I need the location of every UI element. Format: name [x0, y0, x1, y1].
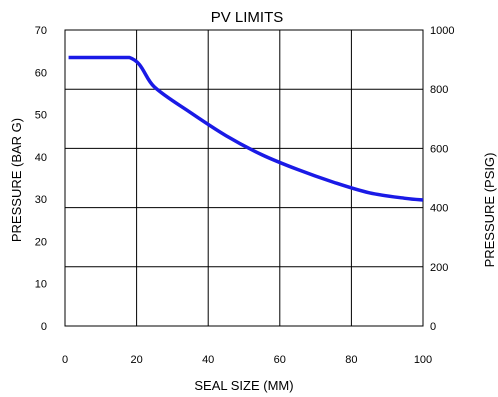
series-line	[68, 55, 424, 202]
y-tick-label: 30	[35, 194, 47, 206]
y-tick-label: 10	[35, 279, 47, 291]
x-tick-label: 80	[345, 354, 357, 366]
y-tick-label: 70	[35, 25, 47, 37]
y2-tick-label: 200	[430, 262, 448, 274]
x-tick-label: 100	[414, 354, 432, 366]
y-tick-label: 0	[41, 321, 47, 333]
x-tick-label: 40	[202, 354, 214, 366]
plot-border	[64, 29, 424, 327]
x-tick-label: 0	[62, 354, 68, 366]
y2-tick-label: 0	[430, 321, 436, 333]
x-tick-label: 60	[274, 354, 286, 366]
y-tick-label: 50	[35, 110, 47, 122]
tick-labels: 0 20 40 60 80 1000200400600800100001020304050…	[35, 25, 455, 366]
y-tick-label: 40	[35, 152, 47, 164]
y2-tick-label: 800	[430, 84, 448, 96]
y2-tick-label: 400	[430, 203, 448, 215]
x-axis-label: SEAL SIZE (MM)	[194, 378, 293, 393]
y2-tick-label: 600	[430, 143, 448, 155]
y2-tick-label: 1000	[430, 25, 454, 37]
x-tick-label: 20	[130, 354, 142, 366]
y-axis-label: PRESSURE (BAR G)	[9, 118, 24, 242]
y-tick-label: 60	[35, 67, 47, 79]
y-tick-label: 20	[35, 236, 47, 248]
chart-title: PV LIMITS	[211, 9, 284, 26]
grid	[64, 29, 424, 327]
y2-axis-label: PRESSURE (PSIG)	[482, 153, 497, 268]
